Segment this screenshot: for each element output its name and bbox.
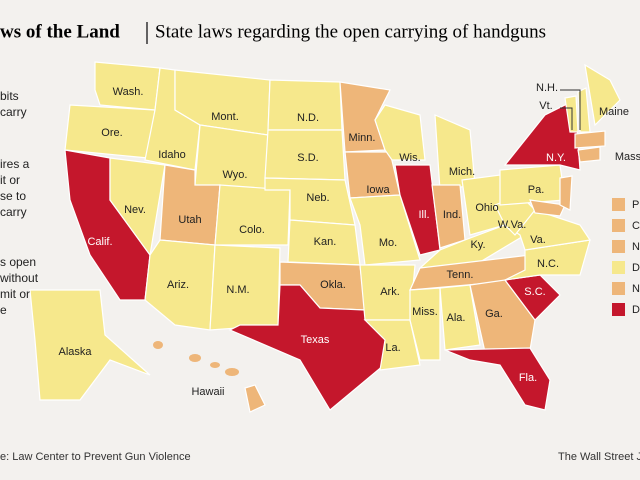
state-label: Pa. — [528, 184, 545, 196]
state-label: Miss. — [412, 306, 438, 318]
state — [584, 63, 621, 127]
state-label: N.Y. — [546, 152, 566, 164]
state — [469, 279, 536, 353]
state — [363, 319, 421, 371]
state — [228, 284, 391, 411]
state — [94, 61, 161, 111]
state-md — [529, 199, 566, 217]
hawaii-islands — [153, 341, 239, 376]
state-label: Nev. — [124, 204, 146, 216]
state-label: Ind. — [443, 209, 461, 221]
legend-text: carry — [0, 205, 27, 219]
state-label: Ill. — [419, 209, 430, 221]
legend-text: without — [0, 271, 39, 285]
state — [439, 284, 481, 351]
subtitle: State laws regarding the open carrying o… — [155, 21, 546, 42]
state-ct — [577, 146, 601, 163]
state-label: Wash. — [113, 86, 144, 98]
state-label: Iowa — [366, 184, 390, 196]
state-label: Minn. — [349, 132, 376, 144]
state-label: Ga. — [485, 308, 503, 320]
state-label: S.D. — [297, 152, 318, 164]
legend-swatch — [612, 219, 625, 232]
source: e: Law Center to Prevent Gun Violence — [0, 451, 191, 463]
state-label: Va. — [530, 234, 546, 246]
state-label: N.D. — [297, 112, 319, 124]
legend-text: se to — [0, 189, 26, 203]
legend-left: bits carry ires a it or se to carry s open with… — [0, 89, 39, 317]
legend-label: C — [632, 220, 640, 232]
credit: The Wall Street J — [558, 451, 640, 463]
state-label: Fla. — [519, 372, 537, 384]
state-label: Ariz. — [167, 279, 189, 291]
legend-swatch — [612, 303, 625, 316]
state-label: Tenn. — [447, 269, 474, 281]
state-label: Ky. — [470, 239, 485, 251]
legend-swatch — [612, 198, 625, 211]
legend-label: N — [632, 241, 640, 253]
state-label: La. — [385, 342, 400, 354]
state — [444, 347, 551, 411]
state-nj — [559, 175, 573, 211]
legend-swatch — [612, 282, 625, 295]
legend-text: it or — [0, 173, 20, 187]
legend-text: ires a — [0, 157, 30, 171]
legend-text: s open — [0, 255, 36, 269]
state — [374, 104, 426, 161]
legend-swatch — [612, 240, 625, 253]
state-label: Mo. — [379, 237, 397, 249]
legend-label: N — [632, 283, 640, 295]
states: Wash. Ore. Calif. Nev. Idaho Mont. Wyo. Utah Ari… — [29, 61, 640, 413]
state-label: Ore. — [101, 127, 122, 139]
legend-text: bits — [0, 89, 19, 103]
state-label: Hawaii — [191, 386, 224, 398]
state-label: Texas — [301, 334, 330, 346]
state-label: Utah — [178, 214, 201, 226]
state-label: Wyo. — [223, 169, 248, 181]
state-label: W.Va. — [498, 219, 527, 231]
state-label: Mich. — [449, 166, 475, 178]
state — [214, 184, 291, 246]
state — [244, 384, 266, 413]
state — [394, 164, 441, 256]
legend-label: P — [632, 199, 639, 211]
legend-text: carry — [0, 105, 27, 119]
state-label: Kan. — [314, 236, 337, 248]
legend-label: D — [632, 262, 640, 274]
state-label: Wis. — [399, 152, 420, 164]
state-label: Ark. — [380, 286, 400, 298]
state-label: Colo. — [239, 224, 265, 236]
state-label: Maine — [599, 106, 629, 118]
state-label: Mass — [615, 151, 640, 163]
title: ws of the Land — [0, 21, 120, 42]
state-label: Idaho — [158, 149, 186, 161]
state-label: Calif. — [87, 236, 112, 248]
callout — [560, 107, 573, 130]
state — [29, 289, 151, 401]
legend-swatch — [612, 261, 625, 274]
state-label: Mont. — [211, 111, 239, 123]
state-label: Ala. — [447, 312, 466, 324]
state — [409, 287, 441, 361]
legend-label: D — [632, 304, 640, 316]
legend-text: mit or — [0, 287, 30, 301]
state-label: N.H. — [536, 82, 558, 94]
state-label: Alaska — [58, 346, 92, 358]
state — [349, 194, 421, 266]
state-label: N.C. — [537, 258, 559, 270]
state-label: N.M. — [226, 284, 249, 296]
state-label: S.C. — [524, 286, 545, 298]
callout — [560, 89, 581, 130]
state-label: Vt. — [539, 100, 552, 112]
state-label: Neb. — [306, 192, 329, 204]
state-label: Ohio — [475, 202, 498, 214]
state-label: Okla. — [320, 279, 346, 291]
legend-text: e — [0, 303, 7, 317]
state — [574, 130, 606, 149]
